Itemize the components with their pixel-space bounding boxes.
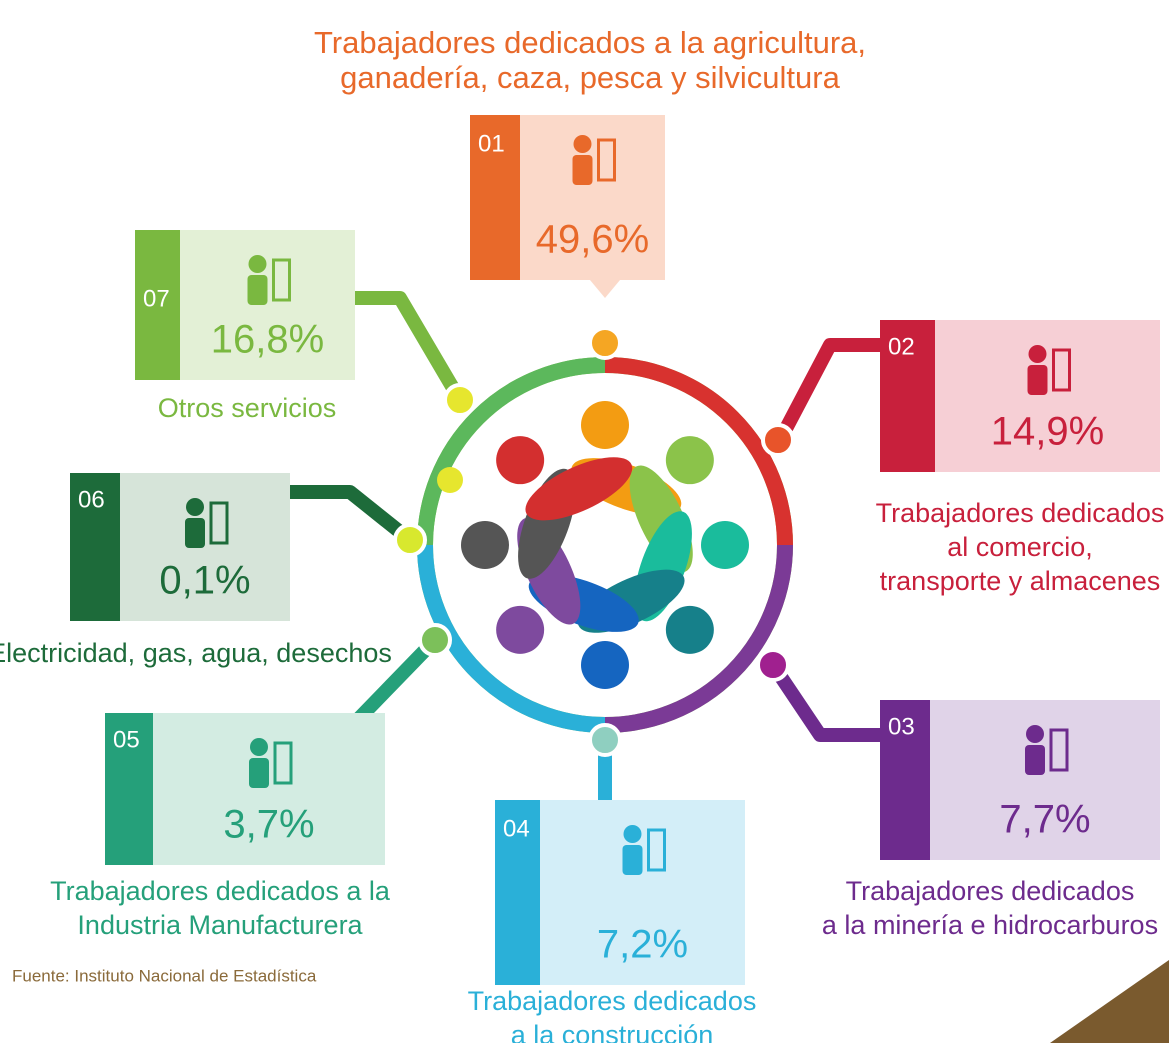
figure-body: [525, 457, 633, 521]
figure-head: [581, 641, 629, 689]
figure-head: [496, 605, 545, 654]
card-value: 16,8%: [211, 318, 324, 362]
card-tab: [70, 473, 120, 621]
card-value: 49,6%: [536, 218, 649, 262]
card-label: al comercio,: [947, 532, 1093, 562]
card-tab: [470, 115, 520, 280]
connector: [290, 485, 415, 546]
center-ring: [417, 357, 793, 733]
card-number: 02: [888, 333, 915, 360]
ring-dot: [761, 423, 795, 457]
source: Fuente: Instituto Nacional de Estadístic…: [12, 966, 317, 985]
icon-body: [249, 758, 269, 788]
card-tab: [135, 230, 180, 380]
icon-body: [622, 845, 643, 875]
icon-head: [248, 255, 267, 273]
figure-head: [461, 521, 509, 569]
icon-head: [623, 825, 642, 843]
figure-head: [665, 605, 714, 654]
ring-dot: [418, 623, 452, 657]
card-value: 0,1%: [159, 559, 250, 603]
card-value: 3,7%: [223, 803, 314, 847]
card-value: 7,7%: [999, 798, 1090, 842]
icon-object: [597, 138, 616, 182]
card-label: Electricidad, gas, agua, desechos: [0, 638, 392, 668]
ring-arc: [417, 544, 606, 733]
dot: [437, 467, 463, 493]
card-label: Trabajadores dedicados: [468, 986, 757, 1016]
ring-arc: [604, 357, 793, 546]
corner-decoration: [1050, 960, 1169, 1043]
card-label: Trabajadores dedicados a la: [50, 876, 391, 906]
icon-object: [1049, 728, 1069, 772]
ring-dot: [393, 523, 427, 557]
title-line: Trabajadores dedicados a la agricultura,: [314, 25, 866, 60]
ring-dot: [588, 326, 622, 360]
figure-head: [496, 436, 545, 485]
card-label: transporte y almacenes: [880, 566, 1161, 596]
ring-arc: [604, 544, 793, 733]
icon-head: [1026, 725, 1044, 743]
connector: [355, 291, 467, 404]
icon-object: [273, 741, 293, 785]
icon-body: [1025, 745, 1045, 775]
card-label: Otros servicios: [158, 393, 337, 423]
connector: [767, 661, 880, 742]
icon-body: [185, 518, 205, 548]
icon-head: [186, 498, 204, 516]
card-tab: [105, 713, 153, 865]
icon-object: [647, 828, 666, 872]
icon-object: [1052, 348, 1071, 392]
card-label: a la minería e hidrocarburos: [822, 910, 1158, 940]
ring-dot: [588, 723, 622, 757]
card-number: 07: [143, 285, 170, 312]
card-label: Industria Manufacturera: [77, 910, 363, 940]
card-label: a la construcción: [511, 1020, 714, 1043]
card-number: 03: [888, 713, 915, 740]
card-number: 06: [78, 486, 105, 513]
card-number: 05: [113, 726, 140, 753]
icon-object: [209, 501, 229, 545]
card-number: 04: [503, 815, 530, 842]
card-label: Trabajadores dedicados: [846, 876, 1135, 906]
icon-body: [1027, 365, 1048, 395]
title-line: ganadería, caza, pesca y silvicultura: [340, 60, 840, 95]
ring-dot: [443, 383, 477, 417]
card-tab: [880, 700, 930, 860]
figure-head: [581, 401, 629, 449]
icon-head: [250, 738, 268, 756]
card-number: 01: [478, 130, 505, 157]
ring-dot: [756, 648, 790, 682]
card-tab: [880, 320, 935, 472]
icon-body: [247, 275, 268, 305]
connector: [773, 338, 880, 444]
icon-object: [272, 258, 291, 302]
ring-arc: [417, 357, 606, 546]
icon-body: [572, 155, 593, 185]
card-label: Trabajadores dedicados: [876, 498, 1165, 528]
connector: [590, 280, 620, 298]
icon-head: [573, 135, 592, 153]
card-tab: [495, 800, 540, 985]
figure-head: [701, 521, 749, 569]
card-value: 14,9%: [991, 410, 1104, 454]
card-value: 7,2%: [597, 923, 688, 967]
icon-head: [1028, 345, 1047, 363]
figure-head: [665, 436, 714, 485]
